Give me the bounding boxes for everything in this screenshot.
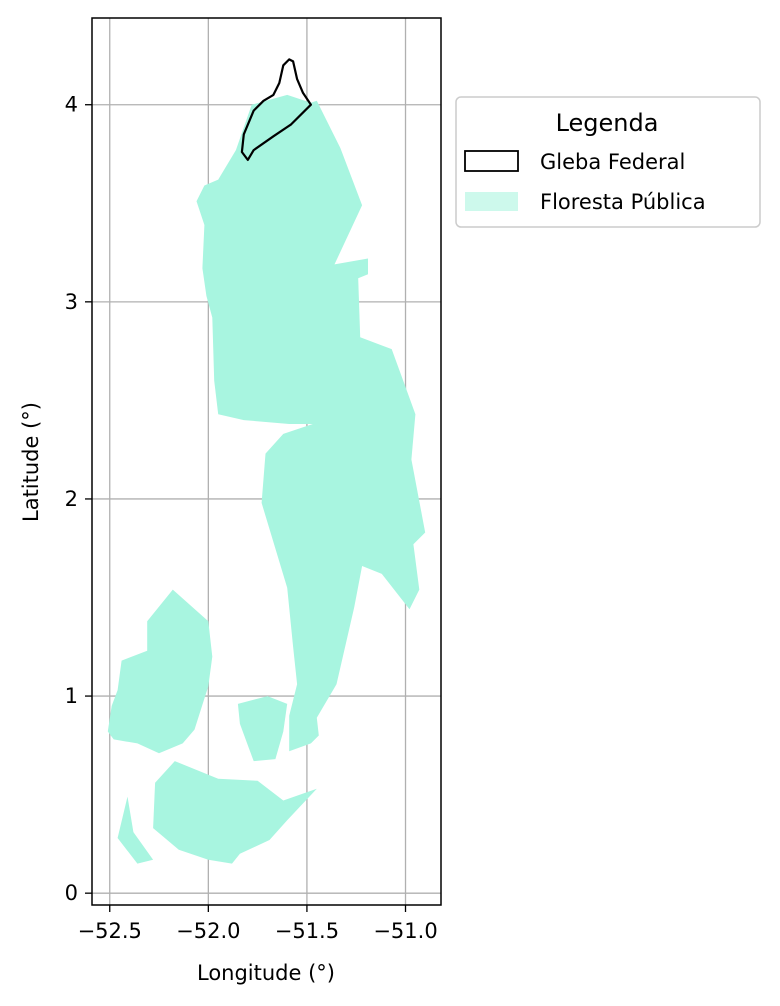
floresta-publica-polygon-4 — [237, 696, 288, 762]
x-tick-label-3: −51.0 — [373, 919, 437, 943]
y-tick-label-2: 2 — [65, 487, 78, 511]
axis-ticks: −52.5 −52.0 −51.5 −51.0 0 1 2 3 4 — [65, 93, 438, 943]
x-tick-label-0: −52.5 — [78, 919, 142, 943]
y-tick-label-1: 1 — [65, 684, 78, 708]
gleba-federal-polygon-0 — [240, 58, 312, 161]
legend: Legenda Gleba Federal Floresta Pública — [455, 96, 761, 228]
legend-title: Legenda — [556, 109, 659, 137]
y-tick-label-0: 0 — [65, 881, 78, 905]
x-tick-label-2: −51.5 — [275, 919, 339, 943]
legend-swatch-gleba-federal — [464, 150, 519, 172]
legend-box — [455, 96, 761, 228]
legend-label-gleba-federal: Gleba Federal — [540, 150, 685, 174]
floresta-publica-polygon-0 — [196, 94, 426, 752]
floresta-publica-polygon-3 — [117, 796, 154, 864]
y-tick-label-4: 4 — [65, 93, 78, 117]
legend-label-floresta-publica: Floresta Pública — [540, 190, 706, 214]
legend-swatch-floresta-publica — [465, 192, 518, 211]
x-axis-label: Longitude (°) — [197, 961, 335, 985]
y-tick-label-3: 3 — [65, 290, 78, 314]
floresta-publica-polygon-2 — [153, 761, 317, 864]
map-polygons — [107, 58, 426, 864]
y-axis-label: Latitude (°) — [19, 402, 43, 522]
x-tick-label-1: −52.0 — [176, 919, 240, 943]
floresta-publica-polygon-1 — [107, 589, 213, 754]
plot-frame — [91, 17, 442, 906]
